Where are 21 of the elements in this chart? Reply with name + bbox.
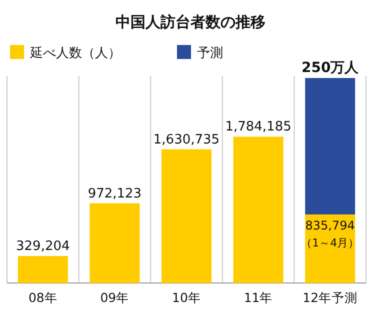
bar: [305, 78, 356, 214]
chart-title: 中国人訪台者数の推移: [116, 13, 266, 31]
x-tick-label: 08年: [28, 290, 58, 305]
x-tick-label: 09年: [100, 290, 130, 305]
bar: [18, 256, 68, 283]
bar: [90, 203, 140, 283]
data-label: 972,123: [88, 186, 142, 202]
x-tick-label: 10年: [172, 290, 201, 305]
legend-label: 延べ人数（人）: [29, 46, 121, 61]
x-tick-label: 12年予測: [302, 290, 358, 305]
bar: [162, 149, 212, 283]
annotation: 250万人: [301, 60, 360, 76]
data-label: 835,794: [305, 218, 355, 232]
data-label: 1,784,185: [225, 120, 292, 135]
legend-label: 予測: [197, 46, 223, 61]
data-label: 329,204: [16, 239, 70, 254]
annotation: （1～4月）: [301, 236, 360, 250]
x-tick-label: 11年: [244, 290, 273, 305]
data-label: 1,630,735: [153, 132, 220, 148]
bar: [233, 136, 284, 283]
bar: [305, 214, 356, 283]
